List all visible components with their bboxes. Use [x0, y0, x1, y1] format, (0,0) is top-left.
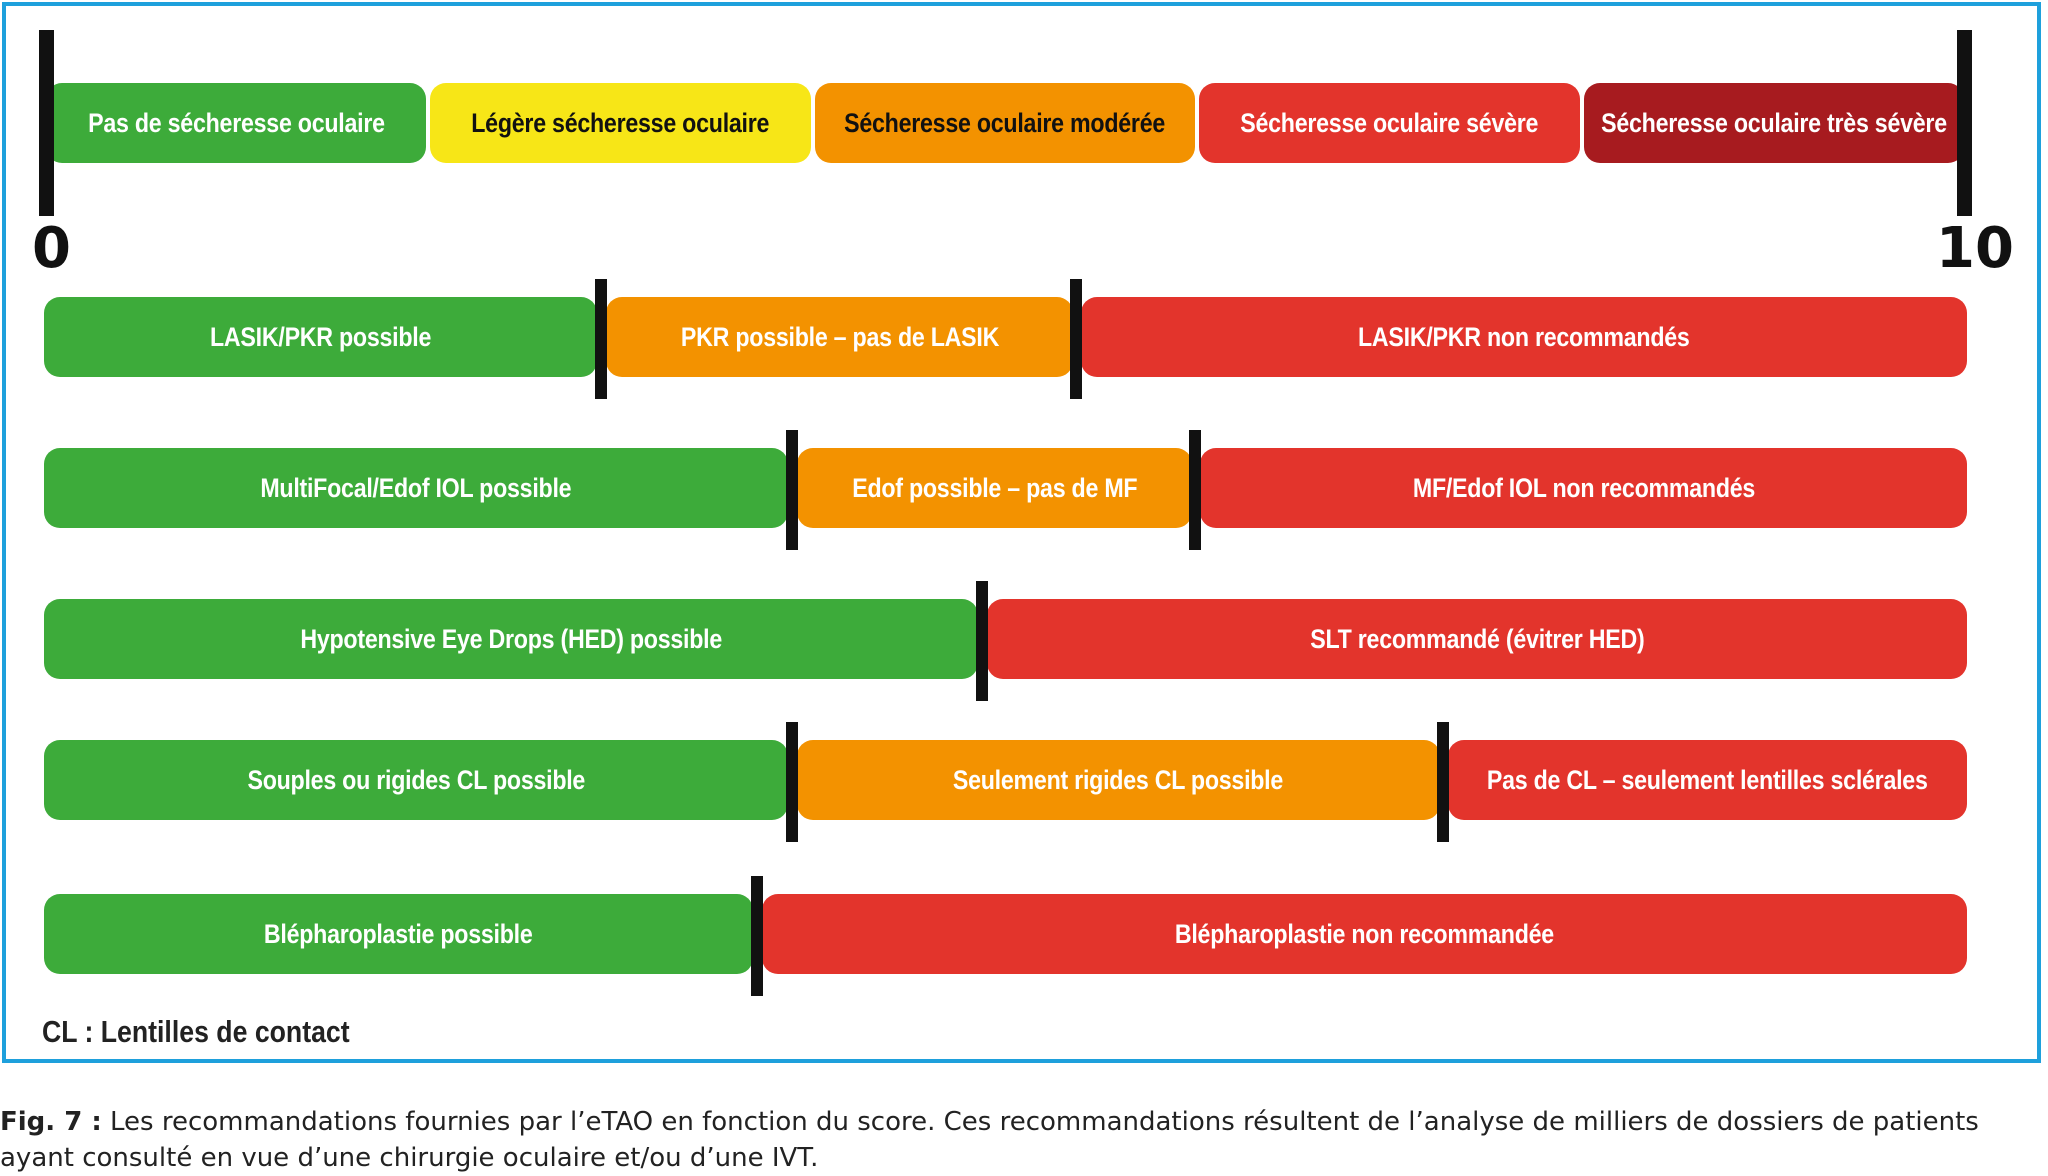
scale-band-4: Sécheresse oculaire sévère: [1199, 83, 1580, 163]
row-blepharo-segment-2-label: Blépharoplastie non recommandée: [1174, 918, 1555, 949]
row-hed-segment-1: Hypotensive Eye Drops (HED) possible: [44, 599, 978, 679]
scale-band-3-label: Sécheresse oculaire modérée: [844, 107, 1166, 138]
scale-max-label: 10: [1936, 216, 2014, 281]
row-iol-divider-2: [1189, 430, 1202, 550]
scale-band-2-label: Légère sécheresse oculaire: [471, 107, 770, 138]
figure-frame: 0 10 CL : Lentilles de contact Pas de sé…: [2, 2, 2041, 1063]
scale-band-1: Pas de sécheresse oculaire: [46, 83, 427, 163]
row-cl-divider-1: [785, 722, 798, 842]
row-lasik-divider-2: [1070, 279, 1083, 399]
row-blepharo-divider-1: [751, 876, 764, 996]
scale-band-2: Légère sécheresse oculaire: [430, 83, 811, 163]
scale-band-5: Sécheresse oculaire très sévère: [1583, 83, 1964, 163]
scale-start-marker: [38, 30, 54, 216]
row-blepharo-segment-1-label: Blépharoplastie possible: [264, 918, 533, 949]
caption-text: Les recommandations fournies par l’eTAO …: [0, 1107, 1979, 1173]
row-iol-segment-1-label: MultiFocal/Edof IOL possible: [260, 472, 572, 503]
scale-band-5-label: Sécheresse oculaire très sévère: [1600, 107, 1947, 138]
row-iol-segment-2: Edof possible – pas de MF: [796, 448, 1193, 528]
row-lasik-divider-1: [595, 279, 608, 399]
row-iol-segment-3: MF/Edof IOL non recommandés: [1200, 448, 1967, 528]
row-cl-segment-3-label: Pas de CL – seulement lentilles sclérale…: [1487, 764, 1928, 795]
row-iol-segment-1: MultiFocal/Edof IOL possible: [44, 448, 788, 528]
row-cl-segment-3: Pas de CL – seulement lentilles sclérale…: [1448, 740, 1967, 820]
row-blepharo-segment-2: Blépharoplastie non recommandée: [762, 894, 1967, 974]
scale-end-marker: [1956, 30, 1972, 216]
row-hed-segment-2: SLT recommandé (évitrer HED): [986, 599, 1967, 679]
row-cl-segment-2-label: Seulement rigides CL possible: [953, 764, 1284, 795]
row-iol-segment-2-label: Edof possible – pas de MF: [851, 472, 1138, 503]
row-lasik-segment-1-label: LASIK/PKR possible: [210, 321, 432, 352]
row-lasik-segment-3-label: LASIK/PKR non recommandés: [1358, 321, 1690, 352]
figure-caption: Fig. 7 : Les recommandations fournies pa…: [0, 1104, 2048, 1176]
scale-min-label: 0: [32, 216, 71, 281]
row-iol-divider-1: [785, 430, 798, 550]
scale-band-4-label: Sécheresse oculaire sévère: [1240, 107, 1539, 138]
row-cl-segment-1-label: Souples ou rigides CL possible: [247, 764, 585, 795]
footnote: CL : Lentilles de contact: [42, 1014, 350, 1049]
caption-label: Fig. 7 :: [0, 1107, 102, 1137]
row-lasik-segment-2: PKR possible – pas de LASIK: [606, 297, 1074, 377]
row-lasik-segment-2-label: PKR possible – pas de LASIK: [680, 321, 999, 352]
scale-band-1-label: Pas de sécheresse oculaire: [87, 107, 385, 138]
row-cl-divider-2: [1437, 722, 1450, 842]
row-hed-segment-1-label: Hypotensive Eye Drops (HED) possible: [300, 623, 722, 654]
row-cl-segment-2: Seulement rigides CL possible: [796, 740, 1441, 820]
row-cl-segment-1: Souples ou rigides CL possible: [44, 740, 788, 820]
row-lasik-segment-1: LASIK/PKR possible: [44, 297, 598, 377]
scale-band-3: Sécheresse oculaire modérée: [814, 83, 1196, 163]
row-lasik-segment-3: LASIK/PKR non recommandés: [1081, 297, 1967, 377]
row-hed-divider-1: [975, 581, 988, 701]
row-hed-segment-2-label: SLT recommandé (évitrer HED): [1309, 623, 1645, 654]
row-iol-segment-3-label: MF/Edof IOL non recommandés: [1412, 472, 1755, 503]
row-blepharo-segment-1: Blépharoplastie possible: [44, 894, 754, 974]
